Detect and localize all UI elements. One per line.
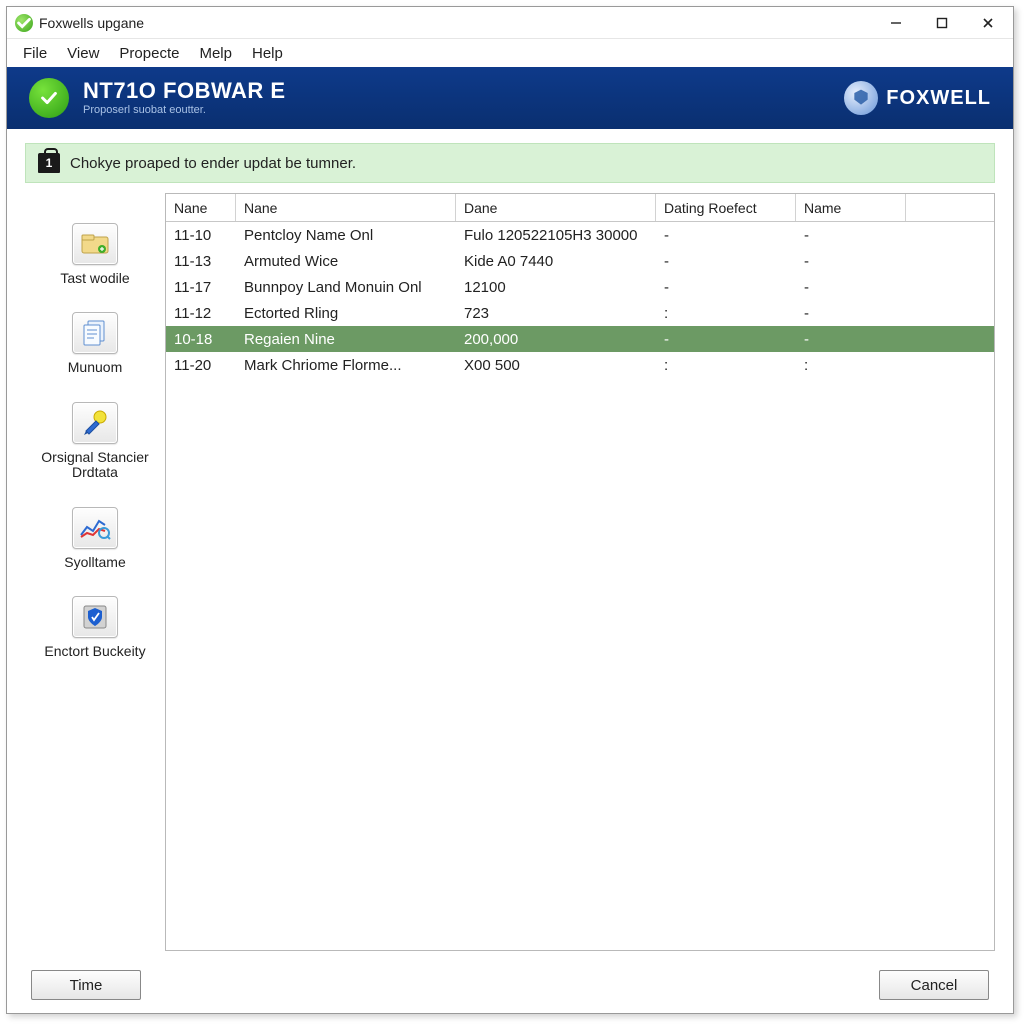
brand: FOXWELL	[844, 81, 991, 115]
th-4[interactable]: Name	[796, 194, 906, 221]
menu-help[interactable]: Help	[242, 43, 293, 64]
table-cell: -	[796, 253, 906, 270]
sidebar-item-enctort[interactable]: Enctort Buckeity	[30, 596, 160, 659]
bag-icon-text: 1	[46, 156, 53, 170]
table-cell: 11-12	[166, 305, 236, 322]
table: Nane Nane Dane Dating Roefect Name 11-10…	[165, 193, 995, 951]
table-cell: -	[796, 305, 906, 322]
banner-subtitle: Proposerl suobat eoutter.	[83, 104, 286, 116]
table-cell: :	[656, 357, 796, 374]
table-cell: -	[656, 279, 796, 296]
sidebar-item-label: Orsignal Stancier Drdtata	[30, 450, 160, 481]
menu-file[interactable]: File	[13, 43, 57, 64]
table-cell: -	[796, 279, 906, 296]
th-2[interactable]: Dane	[456, 194, 656, 221]
bag-icon: 1	[38, 153, 60, 173]
sidebar-item-orsignal[interactable]: Orsignal Stancier Drdtata	[30, 402, 160, 481]
table-cell: Bunnpoy Land Monuin Onl	[236, 279, 456, 296]
table-cell: 723	[456, 305, 656, 322]
brand-label: FOXWELL	[886, 87, 991, 110]
table-cell: Armuted Wice	[236, 253, 456, 270]
table-cell: -	[796, 227, 906, 244]
sidebar: Tast wodile Munuom Orsignal Stancier Drd…	[25, 193, 165, 951]
table-row[interactable]: 11-12Ectorted Rling723:-	[166, 300, 994, 326]
sidebar-item-label: Munuom	[68, 360, 122, 375]
menu-propecte[interactable]: Propecte	[109, 43, 189, 64]
brand-icon	[844, 81, 878, 115]
close-button[interactable]	[965, 8, 1011, 38]
titlebar: Foxwells upgane	[7, 7, 1013, 39]
menubar: File View Propecte Melp Help	[7, 39, 1013, 67]
sidebar-item-label: Tast wodile	[60, 271, 129, 286]
info-text: Chokye proaped to ender updat be tumner.	[70, 155, 356, 172]
table-row[interactable]: 11-20Mark Chriome Florme...X00 500::	[166, 352, 994, 378]
table-row[interactable]: 11-13Armuted WiceKide A0 7440--	[166, 248, 994, 274]
table-row[interactable]: 11-10Pentcloy Name OnlFulo 120522105H3 3…	[166, 222, 994, 248]
banner: NT71O FOBWAR E Proposerl suobat eoutter.…	[7, 67, 1013, 129]
table-cell: Regaien Nine	[236, 331, 456, 348]
table-row[interactable]: 10-18Regaien Nine200,000--	[166, 326, 994, 352]
table-cell: -	[796, 331, 906, 348]
table-cell: Ectorted Rling	[236, 305, 456, 322]
table-row[interactable]: 11-17Bunnpoy Land Monuin Onl12100--	[166, 274, 994, 300]
table-cell: 10-18	[166, 331, 236, 348]
chart-icon	[72, 507, 118, 549]
table-cell: X00 500	[456, 357, 656, 374]
sidebar-item-munuom[interactable]: Munuom	[30, 312, 160, 375]
table-cell: -	[656, 253, 796, 270]
main-area: Tast wodile Munuom Orsignal Stancier Drd…	[7, 193, 1013, 957]
info-strip: 1 Chokye proaped to ender updat be tumne…	[25, 143, 995, 183]
table-header: Nane Nane Dane Dating Roefect Name	[166, 194, 994, 222]
app-icon	[15, 14, 33, 32]
window-title: Foxwells upgane	[39, 15, 144, 31]
sidebar-item-label: Enctort Buckeity	[44, 644, 145, 659]
docs-icon	[72, 312, 118, 354]
table-cell: -	[656, 227, 796, 244]
time-button[interactable]: Time	[31, 970, 141, 1000]
table-body: 11-10Pentcloy Name OnlFulo 120522105H3 3…	[166, 222, 994, 950]
menu-melp[interactable]: Melp	[189, 43, 242, 64]
maximize-button[interactable]	[919, 8, 965, 38]
table-cell: Fulo 120522105H3 30000	[456, 227, 656, 244]
table-cell: Mark Chriome Florme...	[236, 357, 456, 374]
folder-icon	[72, 223, 118, 265]
table-cell: :	[796, 357, 906, 374]
table-cell: 11-10	[166, 227, 236, 244]
table-cell: -	[656, 331, 796, 348]
cancel-button[interactable]: Cancel	[879, 970, 989, 1000]
table-cell: 11-13	[166, 253, 236, 270]
footer: Time Cancel	[7, 957, 1013, 1013]
table-cell: 12100	[456, 279, 656, 296]
menu-view[interactable]: View	[57, 43, 109, 64]
shield-icon	[72, 596, 118, 638]
sidebar-item-syolltame[interactable]: Syolltame	[30, 507, 160, 570]
app-window: Foxwells upgane File View Propecte Melp …	[6, 6, 1014, 1014]
sidebar-item-label: Syolltame	[64, 555, 125, 570]
check-icon	[29, 78, 69, 118]
sidebar-item-tast[interactable]: Tast wodile	[30, 223, 160, 286]
pen-icon	[72, 402, 118, 444]
table-cell: Kide A0 7440	[456, 253, 656, 270]
table-cell: 200,000	[456, 331, 656, 348]
table-cell: 11-17	[166, 279, 236, 296]
th-0[interactable]: Nane	[166, 194, 236, 221]
banner-text: NT71O FOBWAR E Proposerl suobat eoutter.	[83, 80, 286, 116]
th-1[interactable]: Nane	[236, 194, 456, 221]
table-cell: 11-20	[166, 357, 236, 374]
table-cell: :	[656, 305, 796, 322]
th-3[interactable]: Dating Roefect	[656, 194, 796, 221]
banner-title: NT71O FOBWAR E	[83, 80, 286, 102]
table-cell: Pentcloy Name Onl	[236, 227, 456, 244]
minimize-button[interactable]	[873, 8, 919, 38]
